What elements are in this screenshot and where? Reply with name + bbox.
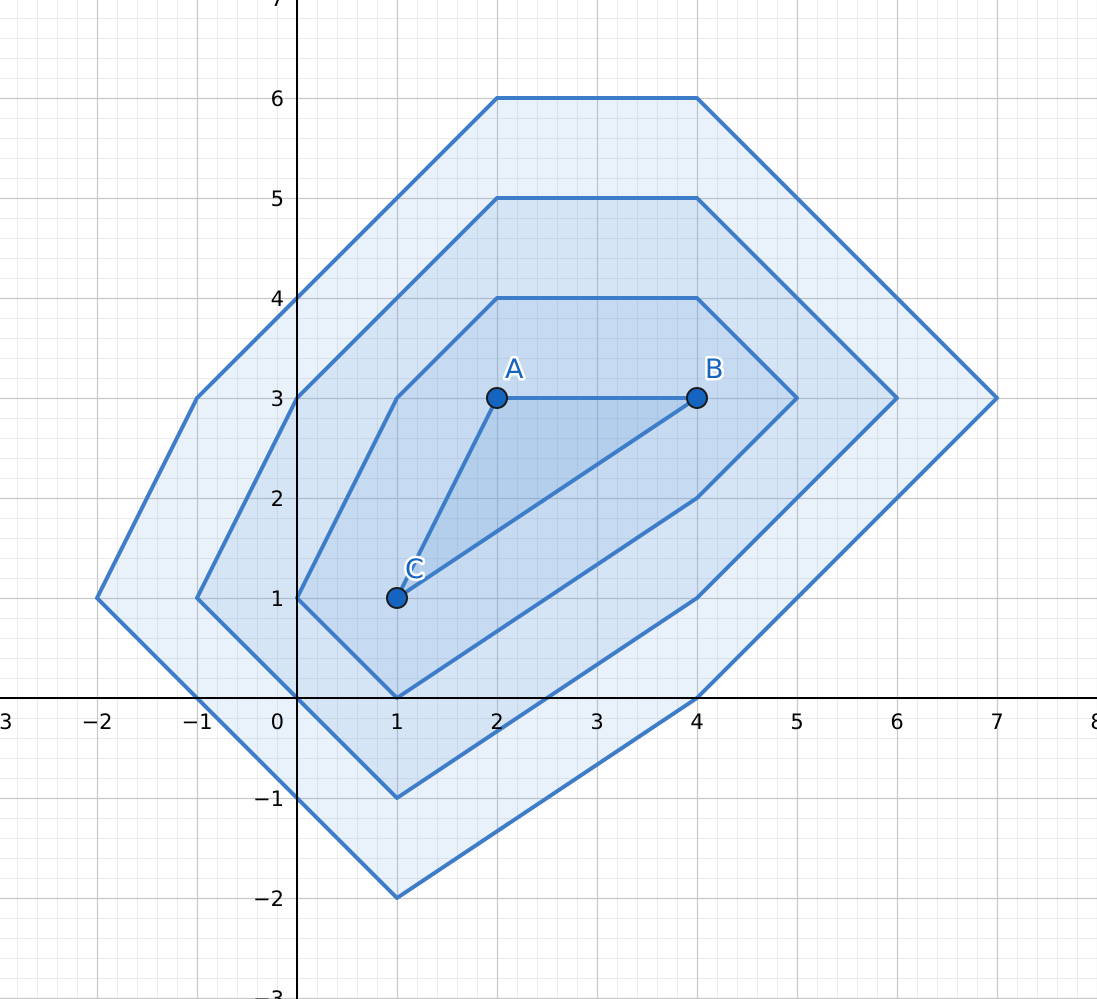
x-tick-label: 3 (590, 710, 603, 734)
point-b-label: B (705, 354, 724, 385)
y-tick-label: −1 (253, 787, 284, 811)
point-c-label: C (405, 554, 424, 585)
x-tick-label: −3 (0, 710, 12, 734)
y-tick-label: 3 (271, 387, 284, 411)
y-tick-label: 4 (271, 287, 284, 311)
y-tick-label: 7 (271, 0, 284, 11)
regions (95, 96, 999, 900)
point-a-label: A (505, 354, 524, 385)
y-tick-label: 1 (271, 587, 284, 611)
y-tick-label: 5 (271, 187, 284, 211)
x-tick-label: 2 (490, 710, 503, 734)
point-b[interactable] (686, 387, 708, 409)
y-tick-label: 6 (271, 87, 284, 111)
point-a[interactable] (486, 387, 508, 409)
x-tick-label: 5 (790, 710, 803, 734)
origin-label: 0 (271, 710, 284, 734)
x-tick-label: 7 (990, 710, 1003, 734)
x-tick-label: 1 (390, 710, 403, 734)
x-tick-label: 4 (690, 710, 703, 734)
x-tick-label: −2 (82, 710, 113, 734)
triangle-abc-polygon (395, 396, 699, 600)
point-c[interactable] (386, 587, 408, 609)
y-tick-label: −3 (253, 987, 284, 999)
x-tick-label: 8 (1090, 710, 1097, 734)
points: A B C (386, 352, 726, 609)
x-tick-label: −1 (182, 710, 213, 734)
y-tick-label: 2 (271, 487, 284, 511)
x-tick-label: 6 (890, 710, 903, 734)
y-tick-label: −2 (253, 887, 284, 911)
